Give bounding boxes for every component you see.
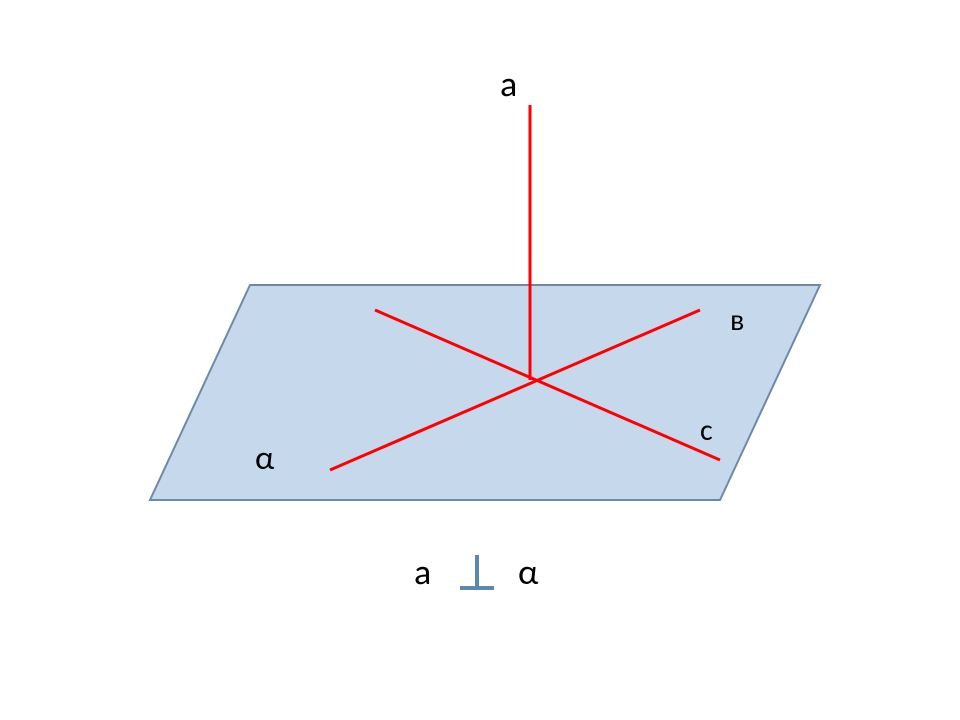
label-alpha-plane: α <box>255 438 274 479</box>
label-b: в <box>730 302 744 339</box>
equation-a: а <box>414 550 431 594</box>
geometry-svg <box>0 0 960 720</box>
label-c: с <box>700 412 713 449</box>
diagram-root: а в с α а α <box>0 0 960 720</box>
equation-alpha: α <box>518 550 538 594</box>
label-a-top: а <box>500 62 517 106</box>
plane-alpha <box>150 285 820 500</box>
